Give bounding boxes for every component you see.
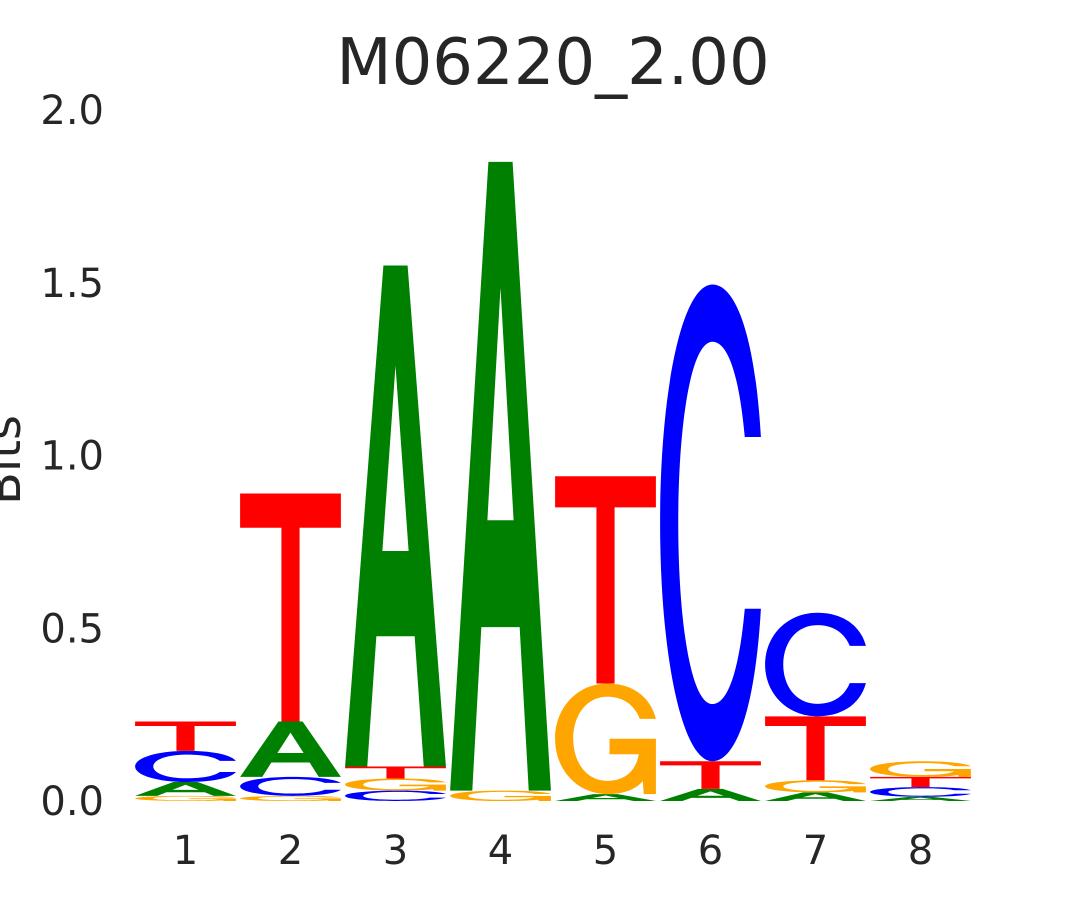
letter-g-pos-8 [870, 761, 971, 777]
x-tick-label: 2 [278, 828, 303, 874]
letter-c-pos-2 [240, 776, 341, 796]
x-tick-label: 7 [803, 828, 828, 874]
letter-g-pos-3 [345, 778, 446, 791]
letter-g-pos-1 [135, 795, 236, 801]
letter-g-pos-2 [240, 795, 341, 801]
letter-a-pos-1 [135, 781, 236, 796]
x-tick-label: 6 [698, 828, 723, 874]
y-tick-label: 1.5 [40, 261, 104, 307]
letter-g-pos-5 [555, 683, 656, 795]
letter-t-pos-3 [345, 766, 446, 779]
y-tick-label: 2.0 [40, 88, 104, 134]
letter-a-pos-6 [660, 788, 761, 801]
letter-stacks [135, 161, 971, 801]
x-tick-label: 3 [383, 828, 408, 874]
x-tick-label: 1 [173, 828, 198, 874]
letter-t-pos-8 [870, 776, 971, 788]
letter-c-pos-7 [765, 612, 866, 717]
y-axis-ticks: 0.0 0.5 1.0 1.5 2.0 [40, 88, 104, 825]
x-tick-label: 8 [908, 828, 933, 874]
x-tick-label: 4 [488, 828, 513, 874]
letter-a-pos-7 [765, 792, 866, 801]
x-axis-ticks: 1 2 3 4 5 6 7 8 [173, 828, 933, 874]
letter-t-pos-2 [240, 493, 341, 722]
y-tick-label: 1.0 [40, 434, 104, 480]
letter-a-pos-3 [345, 265, 446, 767]
letter-c-pos-3 [345, 790, 446, 801]
y-tick-label: 0.5 [40, 606, 104, 652]
letter-t-pos-6 [660, 761, 761, 789]
letter-g-pos-4 [450, 790, 551, 801]
letter-t-pos-1 [135, 721, 236, 751]
letter-c-pos-8 [870, 787, 971, 797]
y-axis-label: Bits [0, 415, 32, 505]
y-tick-label: 0.0 [40, 779, 104, 825]
x-tick-label: 5 [593, 828, 618, 874]
chart-title: M06220_2.00 [336, 26, 769, 100]
letter-c-pos-6 [660, 284, 761, 762]
letter-t-pos-7 [765, 716, 866, 781]
letter-a-pos-2 [240, 721, 341, 777]
letter-g-pos-7 [765, 780, 866, 793]
letter-t-pos-5 [555, 476, 656, 684]
letter-a-pos-8 [870, 796, 971, 801]
letter-a-pos-5 [555, 794, 656, 801]
letter-c-pos-1 [135, 750, 236, 782]
letter-a-pos-4 [450, 161, 551, 791]
